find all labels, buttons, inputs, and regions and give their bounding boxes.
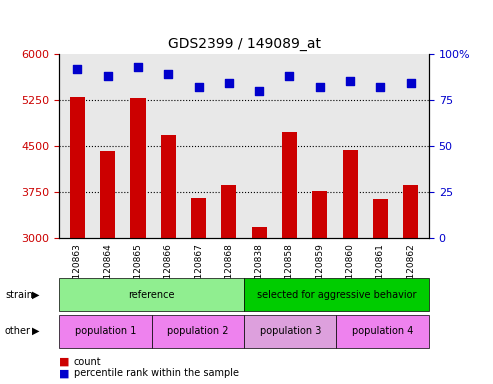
Point xyxy=(104,73,111,79)
Point xyxy=(195,84,203,90)
Text: ▶: ▶ xyxy=(32,290,39,300)
Point xyxy=(225,80,233,86)
Point xyxy=(377,84,385,90)
Text: ■: ■ xyxy=(59,368,70,378)
Text: population 4: population 4 xyxy=(352,326,413,336)
Point xyxy=(73,65,81,71)
Text: ▶: ▶ xyxy=(32,326,39,336)
Text: other: other xyxy=(5,326,31,336)
Bar xyxy=(221,185,237,238)
Bar xyxy=(161,135,176,238)
Text: percentile rank within the sample: percentile rank within the sample xyxy=(74,368,239,378)
Title: GDS2399 / 149089_at: GDS2399 / 149089_at xyxy=(168,37,320,51)
Text: population 3: population 3 xyxy=(260,326,321,336)
Text: ■: ■ xyxy=(59,357,70,367)
Text: population 2: population 2 xyxy=(167,326,229,336)
Bar xyxy=(251,227,267,238)
Bar xyxy=(343,150,358,238)
Point xyxy=(164,71,172,77)
Point xyxy=(316,84,324,90)
Point xyxy=(285,73,293,79)
Point xyxy=(346,78,354,84)
Text: count: count xyxy=(74,357,102,367)
Text: strain: strain xyxy=(5,290,33,300)
Bar xyxy=(373,199,388,238)
Bar xyxy=(70,97,85,238)
Point xyxy=(407,80,415,86)
Point xyxy=(255,88,263,94)
Bar xyxy=(130,98,145,238)
Text: reference: reference xyxy=(128,290,175,300)
Point xyxy=(134,64,142,70)
Bar xyxy=(312,191,327,238)
Bar xyxy=(191,198,206,238)
Text: population 1: population 1 xyxy=(75,326,136,336)
Bar xyxy=(403,185,418,238)
Bar xyxy=(282,132,297,238)
Bar xyxy=(100,151,115,238)
Text: selected for aggressive behavior: selected for aggressive behavior xyxy=(257,290,416,300)
